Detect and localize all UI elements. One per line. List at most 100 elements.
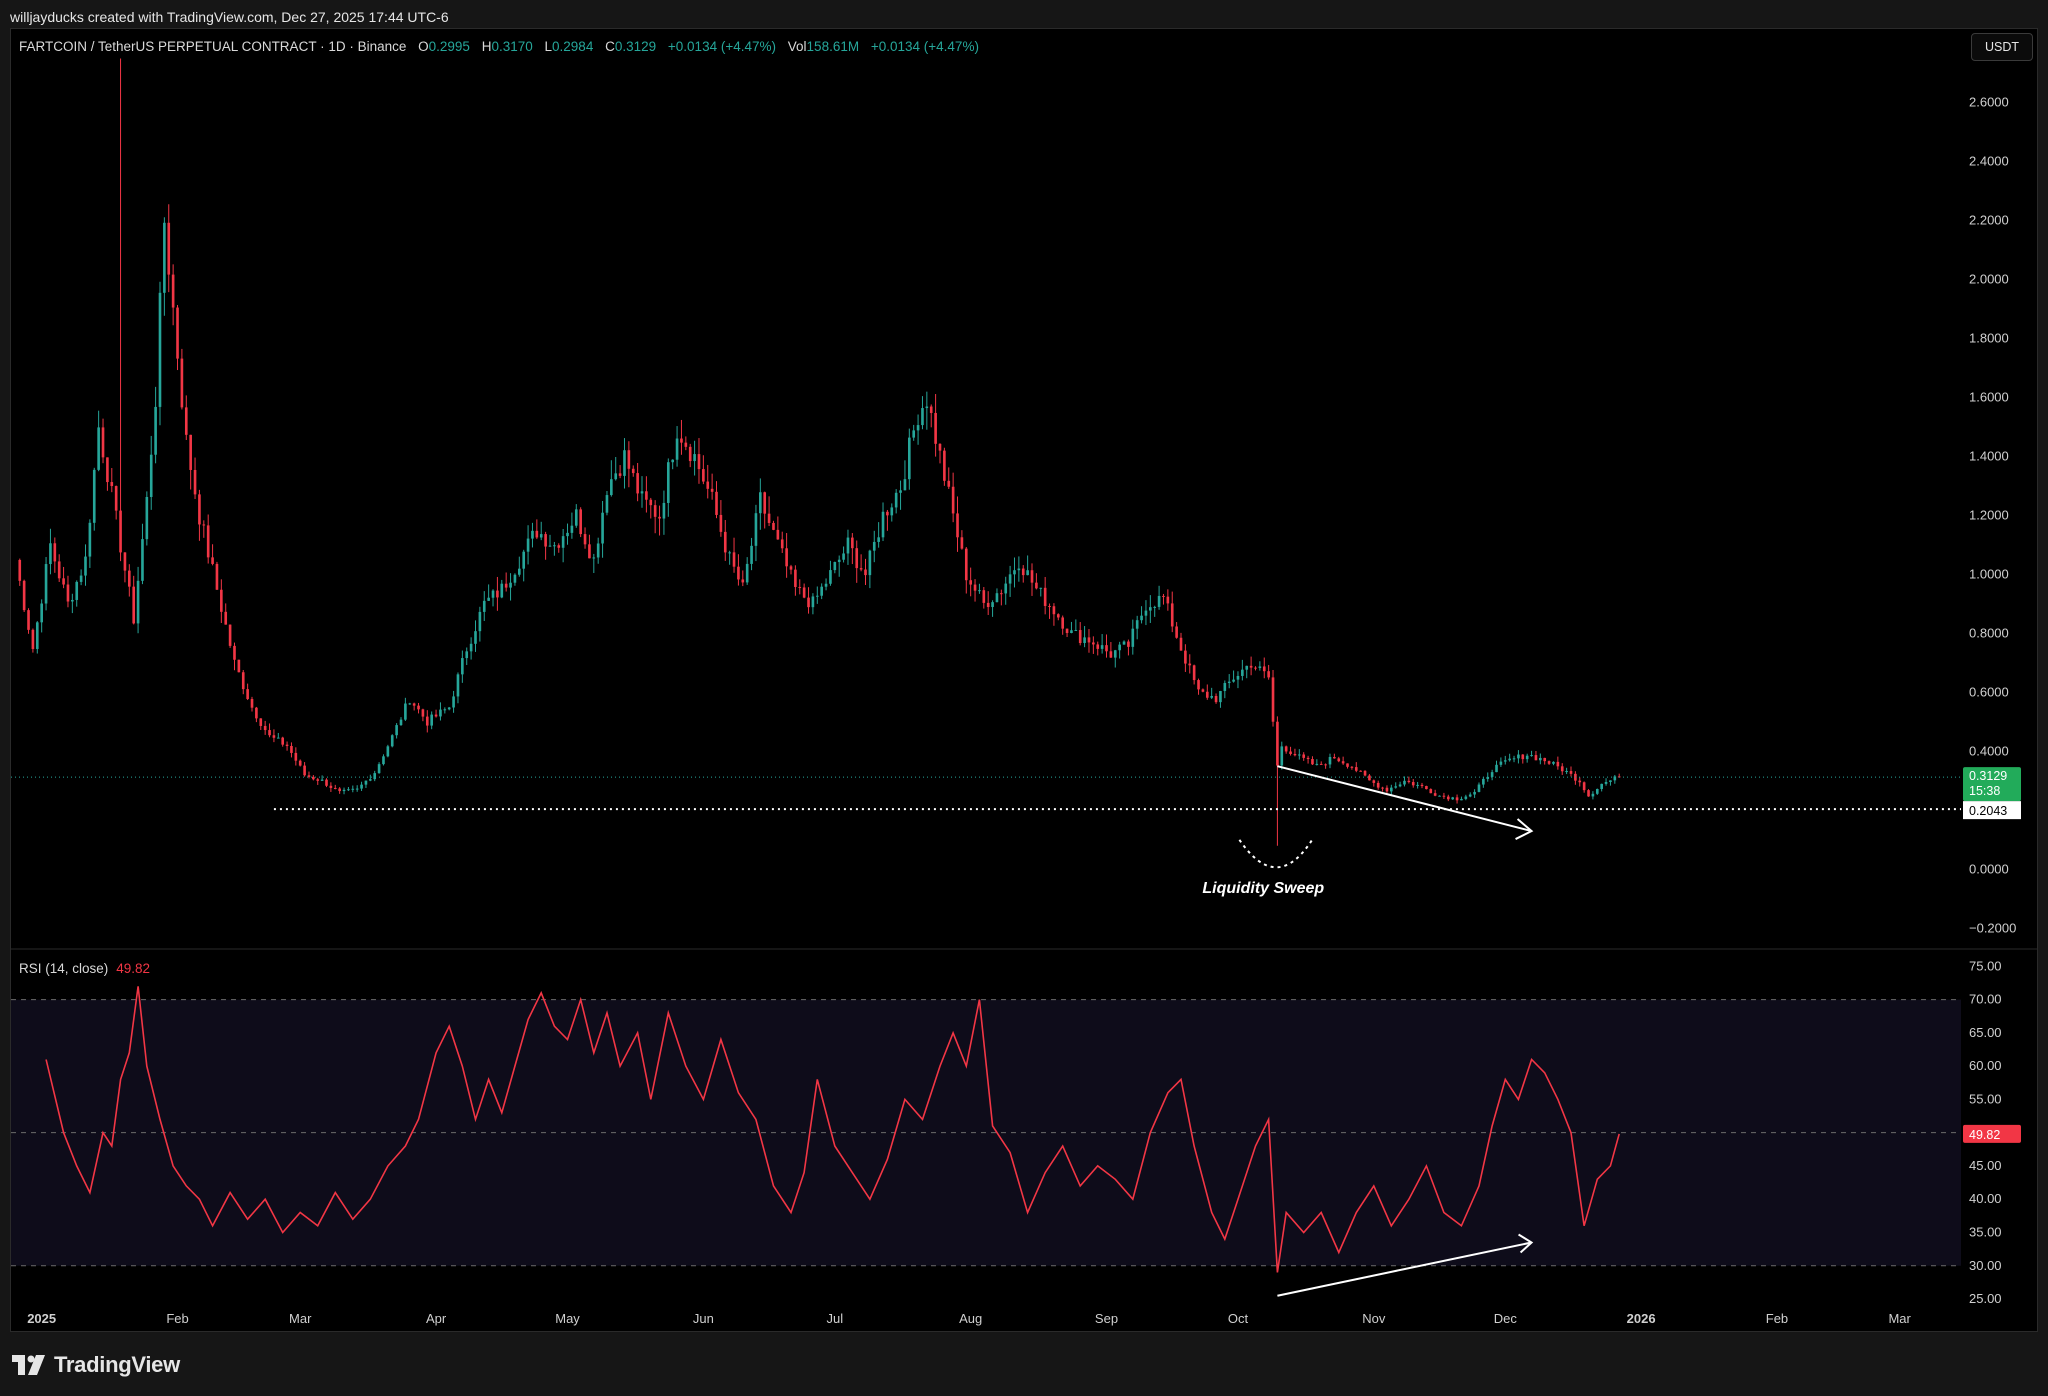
candle-body (579, 509, 582, 535)
candle-body (750, 545, 753, 564)
chart-canvas[interactable]: 2.6000 2.4000 2.2000 2.0000 1.8000 1.6000 1.40… (11, 29, 2037, 1331)
candle-body (390, 735, 394, 747)
candle-body (241, 672, 245, 690)
candle-body (1087, 637, 1091, 643)
candle-body (574, 509, 578, 526)
price-axis-label: −0.2000 (1969, 920, 2016, 935)
candle-body (1144, 610, 1148, 616)
price-axis-label: 1.6000 (1969, 390, 2009, 405)
candle-body (518, 568, 521, 575)
candle-body (531, 530, 534, 539)
tradingview-logo[interactable]: TradingView (12, 1352, 180, 1378)
candle-body (1416, 784, 1419, 786)
candle-body (1613, 776, 1617, 781)
candle-body (881, 511, 885, 538)
candle-body (671, 459, 674, 463)
candle-body (1175, 626, 1178, 638)
candle-body (1140, 615, 1143, 621)
candle-body (544, 534, 547, 547)
candle-body (447, 707, 451, 710)
candle-body (171, 274, 175, 308)
candle-body (846, 537, 850, 554)
candle-body (1495, 764, 1498, 773)
candle-body (57, 561, 61, 579)
candle-body (136, 580, 140, 624)
candle-body (991, 602, 994, 608)
candle-body (1017, 568, 1021, 571)
rsi-axis-label: 75.00 (1969, 958, 2002, 973)
candle-body (1096, 644, 1100, 649)
candle-body (1021, 568, 1025, 576)
candle-body (1407, 780, 1411, 783)
candle-body (474, 631, 477, 644)
candle-body (1254, 667, 1257, 669)
candle-body (1162, 595, 1165, 597)
candle-body (702, 469, 705, 482)
time-axis-label: Dec (1494, 1311, 1518, 1326)
price-axis-label: 0.4000 (1969, 743, 2009, 758)
candle-body (614, 473, 618, 480)
price-axis-label: 1.4000 (1969, 449, 2009, 464)
candle-body (71, 599, 74, 602)
rsi-legend[interactable]: RSI (14, close) 49.82 (19, 961, 150, 976)
candle-body (824, 583, 828, 587)
candle-body (1170, 603, 1174, 627)
high-label: H (481, 39, 492, 54)
candle-body (964, 548, 968, 581)
candle-body (1604, 782, 1608, 784)
candle-body (1184, 650, 1187, 664)
symbol-legend[interactable]: FARTCOIN / TetherUS PERPETUAL CONTRACT ·… (19, 39, 979, 54)
candle-body (1442, 795, 1446, 797)
candle-body (1035, 582, 1038, 589)
candle-body (298, 760, 302, 766)
candle-body (1337, 758, 1341, 762)
candle-body (167, 222, 171, 275)
candle-body (482, 600, 486, 612)
support-level-tag: 0.2043 (1969, 804, 2007, 818)
candle-body (439, 709, 442, 717)
candle-body (864, 569, 867, 576)
candle-body (1280, 746, 1284, 766)
candle-body (1149, 607, 1152, 611)
candle-body (369, 779, 372, 781)
candle-body (434, 714, 438, 717)
symbol-pair[interactable]: FARTCOIN / TetherUS PERPETUAL CONTRACT ·… (19, 39, 407, 54)
open-value: 0.2995 (428, 39, 470, 54)
candle-body (1552, 761, 1555, 764)
price-trend-arrow (1277, 765, 1532, 833)
close-label: C (605, 39, 615, 54)
candle-body (163, 222, 166, 293)
candle-body (62, 578, 65, 585)
candle-body (360, 784, 363, 789)
candle-body (364, 780, 368, 785)
support-level-tag-bg (1963, 801, 2021, 820)
candle-body (684, 442, 688, 447)
candle-body (1359, 770, 1362, 772)
candle-body (1065, 628, 1069, 633)
candle-body (1490, 772, 1494, 777)
candle-body (1214, 696, 1218, 703)
candle-body (443, 709, 447, 711)
close-value: 0.3129 (614, 39, 657, 54)
candle-body (1578, 780, 1582, 783)
candle-body (1289, 751, 1292, 754)
candle-body (320, 779, 324, 781)
candle-body (719, 514, 723, 532)
candle-body (452, 696, 455, 708)
candle-body (912, 430, 916, 438)
candle-body (18, 559, 22, 581)
chart-frame[interactable]: 2.6000 2.4000 2.2000 2.0000 1.8000 1.6000 1.40… (10, 28, 2038, 1332)
candle-body (916, 425, 920, 431)
candle-body (1201, 689, 1205, 692)
candle-body (890, 507, 894, 516)
candle-body (1271, 677, 1275, 722)
rsi-legend-label: RSI (14, close) (19, 961, 109, 976)
currency-button[interactable]: USDT (1971, 33, 2033, 61)
candle-body (837, 559, 841, 563)
candle-body (934, 412, 937, 444)
candle-body (1118, 644, 1121, 651)
candle-body (710, 488, 714, 492)
candle-body (754, 513, 758, 546)
candle-body (1013, 570, 1016, 575)
